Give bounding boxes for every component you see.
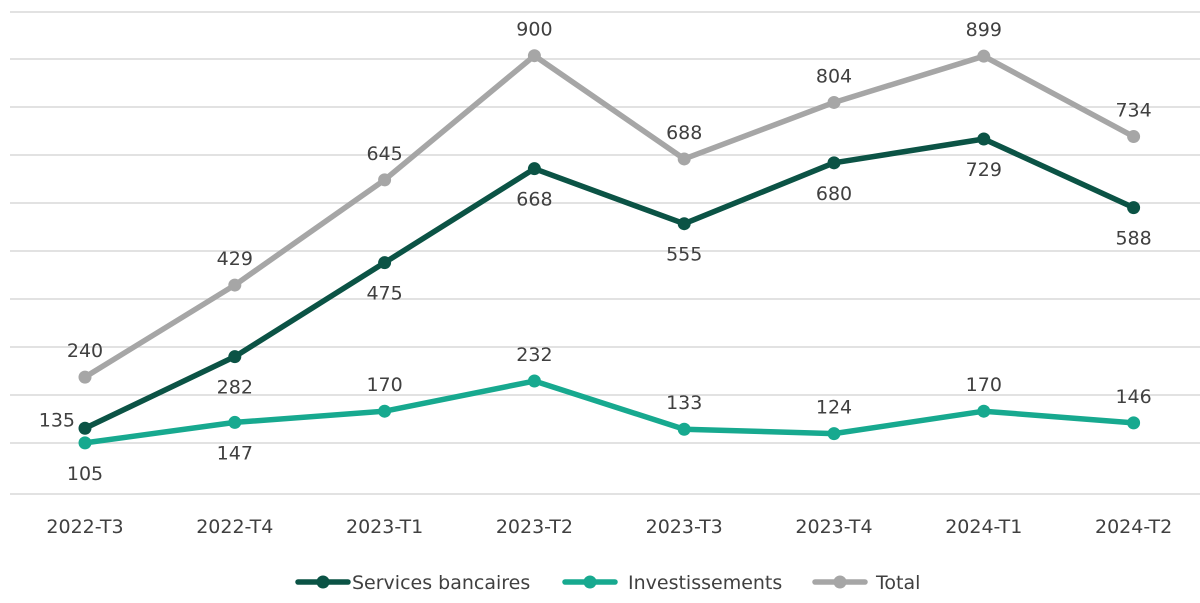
x-axis-labels: 2022-T3 2022-T4 2023-T1 2023-T2 2023-T3 2023-…	[46, 516, 1172, 538]
data-label-investissements: 232	[516, 344, 552, 366]
data-label-services-bancaires: 680	[816, 183, 852, 205]
x-tick-label: 2024-T2	[1095, 516, 1172, 538]
data-label-total: 734	[1115, 100, 1151, 122]
data-label-total: 804	[816, 65, 852, 87]
series-line-services-bancaires	[82, 136, 1137, 432]
data-label-services-bancaires: 555	[666, 244, 702, 266]
data-label-total: 688	[666, 122, 702, 144]
legend-item-services-bancaires: Services bancaires	[295, 572, 530, 594]
data-labels: 135 282 475 668 555 680 729 588 105 147 170 232 133 1…	[39, 19, 1152, 485]
data-point-total	[78, 370, 92, 384]
x-tick-label: 2022-T4	[196, 516, 273, 538]
data-point-total	[977, 49, 991, 63]
data-point-services-bancaires	[78, 421, 92, 435]
data-point-total	[1127, 130, 1141, 144]
x-tick-label: 2024-T1	[945, 516, 1022, 538]
data-point-investissements	[1127, 416, 1141, 430]
data-label-services-bancaires: 588	[1115, 228, 1151, 250]
data-point-services-bancaires	[378, 256, 392, 270]
legend-label: Total	[875, 572, 920, 594]
data-point-total	[527, 49, 541, 63]
data-point-investissements	[677, 422, 691, 436]
data-label-investissements: 133	[666, 392, 702, 414]
legend-swatch-marker	[316, 575, 330, 589]
data-point-investissements	[78, 436, 92, 450]
legend-swatch-marker	[583, 575, 597, 589]
data-label-services-bancaires: 135	[39, 409, 75, 431]
data-point-investissements	[228, 415, 242, 429]
data-label-investissements: 170	[966, 374, 1002, 396]
legend-item-total: Total	[812, 572, 920, 594]
data-point-services-bancaires	[677, 217, 691, 231]
data-label-services-bancaires: 668	[516, 189, 552, 211]
grid-lines	[10, 11, 1200, 495]
data-point-total	[228, 278, 242, 292]
data-label-services-bancaires: 729	[966, 159, 1002, 181]
data-label-investissements: 147	[217, 442, 253, 464]
legend-label: Investissements	[628, 572, 782, 594]
legend: Services bancaires Investissements Total	[295, 572, 920, 594]
data-point-investissements	[827, 427, 841, 441]
data-label-investissements: 124	[816, 397, 852, 419]
legend-swatch-marker	[833, 575, 847, 589]
data-point-investissements	[527, 374, 541, 388]
data-point-services-bancaires	[228, 350, 242, 364]
legend-item-investissements: Investissements	[562, 572, 782, 594]
data-label-total: 899	[966, 19, 1002, 41]
data-label-investissements: 170	[366, 374, 402, 396]
data-point-total	[378, 173, 392, 187]
x-tick-label: 2023-T4	[795, 516, 872, 538]
data-label-total: 240	[67, 340, 103, 362]
x-tick-label: 2023-T1	[346, 516, 423, 538]
data-label-total: 429	[217, 248, 253, 270]
data-point-investissements	[977, 404, 991, 418]
x-tick-label: 2023-T2	[496, 516, 573, 538]
data-label-investissements: 146	[1115, 386, 1151, 408]
series-line-total	[82, 52, 1137, 380]
x-tick-label: 2022-T3	[46, 516, 123, 538]
data-label-investissements: 105	[67, 463, 103, 485]
data-point-services-bancaires	[1127, 201, 1141, 215]
series-lines	[78, 49, 1141, 450]
data-point-investissements	[378, 404, 392, 418]
data-point-total	[677, 152, 691, 166]
data-label-services-bancaires: 282	[217, 377, 253, 399]
legend-label: Services bancaires	[352, 572, 530, 594]
x-tick-label: 2023-T3	[646, 516, 723, 538]
data-label-services-bancaires: 475	[366, 283, 402, 305]
data-point-total	[827, 95, 841, 109]
data-point-services-bancaires	[977, 132, 991, 146]
data-label-total: 900	[516, 19, 552, 41]
data-point-services-bancaires	[527, 162, 541, 176]
series-line-investissements	[82, 378, 1137, 446]
data-point-services-bancaires	[827, 156, 841, 170]
data-label-total: 645	[366, 143, 402, 165]
